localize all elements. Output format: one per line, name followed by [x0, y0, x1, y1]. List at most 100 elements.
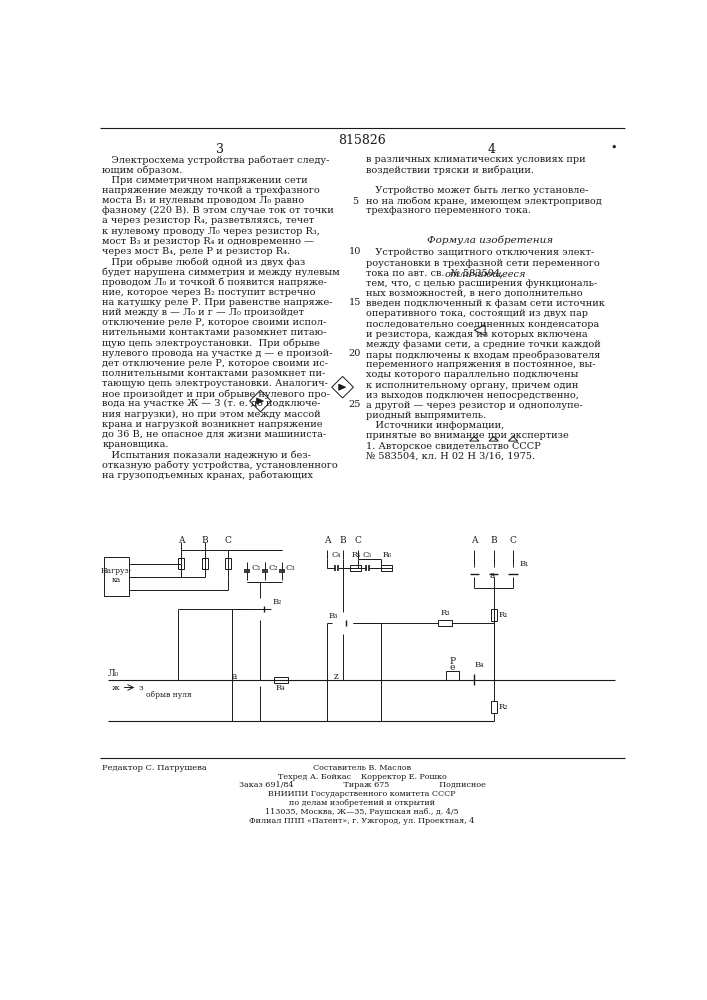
Text: по делам изобретений и открытий: по делам изобретений и открытий — [289, 799, 435, 807]
Text: В₂: В₂ — [273, 598, 282, 606]
Text: При симметричном напряжении сети: При симметричном напряжении сети — [103, 176, 308, 185]
Bar — [225, 558, 231, 569]
Text: отключение реле Р, которое своими испол-: отключение реле Р, которое своими испол- — [103, 318, 327, 327]
Text: C: C — [510, 536, 517, 545]
Text: но на любом кране, имеющем электропривод: но на любом кране, имеющем электропривод — [366, 196, 602, 206]
Text: В₃: В₃ — [329, 612, 338, 620]
Text: оперативного тока, состоящий из двух пар: оперативного тока, состоящий из двух пар — [366, 309, 588, 318]
Text: роустановки в трехфазной сети переменного: роустановки в трехфазной сети переменног… — [366, 259, 600, 268]
Text: Испытания показали надежную и без-: Испытания показали надежную и без- — [103, 450, 311, 460]
Text: последовательно соединенных конденсатора: последовательно соединенных конденсатора — [366, 320, 599, 329]
Text: через мост В₄, реле Р и резистор R₄.: через мост В₄, реле Р и резистор R₄. — [103, 247, 291, 256]
Text: фазному (220 В). В этом случае ток от точки: фазному (220 В). В этом случае ток от то… — [103, 206, 334, 215]
Bar — [274, 677, 288, 683]
Text: R₁: R₁ — [498, 611, 508, 619]
Text: Устройство может быть легко установле-: Устройство может быть легко установле- — [366, 186, 588, 195]
Text: •: • — [611, 143, 617, 153]
Text: обрыв нуля: обрыв нуля — [146, 691, 192, 699]
Text: ний между в — Л₀ и г — Л₀ произойдет: ний между в — Л₀ и г — Л₀ произойдет — [103, 308, 304, 317]
Bar — [491, 701, 497, 713]
Polygon shape — [257, 398, 264, 404]
Text: R₅: R₅ — [351, 551, 361, 559]
Text: тем, что, с целью расширения функциональ-: тем, что, с целью расширения функциональ… — [366, 279, 597, 288]
Text: a: a — [232, 672, 237, 681]
Text: ние, которое через В₂ поступит встречно: ние, которое через В₂ поступит встречно — [103, 288, 316, 297]
Text: B: B — [339, 536, 346, 545]
Text: Л₀: Л₀ — [107, 669, 119, 678]
Text: з: з — [139, 684, 144, 692]
Text: Источники информации,: Источники информации, — [366, 421, 504, 430]
Text: к нулевому проводу Л₀ через резистор R₃,: к нулевому проводу Л₀ через резистор R₃, — [103, 227, 320, 236]
Text: напряжение между точкой a трехфазного: напряжение между точкой a трехфазного — [103, 186, 320, 195]
Text: Формула изобретения: Формула изобретения — [427, 235, 553, 245]
Text: тающую цепь электроустановки. Аналогич-: тающую цепь электроустановки. Аналогич- — [103, 379, 328, 388]
Text: 3: 3 — [216, 143, 224, 156]
Text: введен подключенный к фазам сети источник: введен подключенный к фазам сети источни… — [366, 299, 604, 308]
Bar — [438, 620, 452, 626]
Text: C: C — [224, 536, 231, 545]
Text: Заказ 691/84                    Тираж 675                    Подписное: Заказ 691/84 Тираж 675 Подписное — [238, 781, 486, 789]
Text: P: P — [450, 657, 456, 666]
Text: ния нагрузки), но при этом между массой: ния нагрузки), но при этом между массой — [103, 410, 321, 419]
Text: моста В₁ и нулевым проводом Л₀ равно: моста В₁ и нулевым проводом Л₀ равно — [103, 196, 305, 205]
Text: к исполнительному органу, причем один: к исполнительному органу, причем один — [366, 381, 578, 390]
Text: ных возможностей, в него дополнительно: ных возможностей, в него дополнительно — [366, 289, 583, 298]
Text: в различных климатических условиях при: в различных климатических условиях при — [366, 155, 585, 164]
Text: R₄: R₄ — [276, 684, 286, 692]
Text: В₄: В₄ — [475, 661, 484, 669]
Text: до 36 В, не опасное для жизни машиниста-: до 36 В, не опасное для жизни машиниста- — [103, 430, 327, 439]
Text: a через резистор R₄, разветвляясь, течет: a через резистор R₄, разветвляясь, течет — [103, 216, 315, 225]
Text: трехфазного переменного тока.: трехфазного переменного тока. — [366, 206, 531, 215]
Text: № 583504, кл. Н 02 Н 3/16, 1975.: № 583504, кл. Н 02 Н 3/16, 1975. — [366, 452, 535, 461]
Bar — [178, 558, 185, 569]
Bar — [351, 565, 361, 571]
Text: будет нарушена симметрия и между нулевым: будет нарушена симметрия и между нулевым — [103, 267, 340, 277]
Text: C₁: C₁ — [251, 564, 261, 572]
Text: R₆: R₆ — [382, 551, 391, 559]
Text: вода на участке Ж — З (т. е. до подключе-: вода на участке Ж — З (т. е. до подключе… — [103, 399, 321, 408]
Text: 15: 15 — [349, 298, 361, 307]
Text: ж: ж — [112, 684, 119, 692]
Text: 815826: 815826 — [338, 134, 386, 147]
Text: При обрыве любой одной из двух фаз: При обрыве любой одной из двух фаз — [103, 257, 305, 267]
Text: на грузоподъемных кранах, работающих: на грузоподъемных кранах, работающих — [103, 471, 313, 480]
Text: B: B — [491, 536, 497, 545]
Text: В₁: В₁ — [519, 560, 529, 568]
Bar — [491, 609, 497, 621]
Text: 1. Авторское свидетельство СССР: 1. Авторское свидетельство СССР — [366, 442, 541, 451]
Text: 4: 4 — [487, 143, 496, 156]
Text: риодный выпрямитель.: риодный выпрямитель. — [366, 411, 486, 420]
Text: Составитель В. Маслов: Составитель В. Маслов — [313, 764, 411, 772]
Text: переменного напряжения в постоянное, вы-: переменного напряжения в постоянное, вы- — [366, 360, 595, 369]
Text: нительными контактами разомкнет питаю-: нительными контактами разомкнет питаю- — [103, 328, 327, 337]
Text: 20: 20 — [349, 349, 361, 358]
Text: ВНИИПИ Государственного комитета СССР: ВНИИПИ Государственного комитета СССР — [268, 790, 456, 798]
Text: A: A — [178, 536, 185, 545]
Text: ное произойдет и при обрыве нулевого про-: ное произойдет и при обрыве нулевого про… — [103, 389, 330, 399]
Text: z: z — [334, 672, 339, 681]
Text: a: a — [489, 571, 495, 580]
Text: ющим образом.: ющим образом. — [103, 166, 182, 175]
Text: и резистора, каждая из которых включена: и резистора, каждая из которых включена — [366, 330, 588, 339]
Text: а другой — через резистор и однополупе-: а другой — через резистор и однополупе- — [366, 401, 583, 410]
Text: тока по авт. св.  № 583504,: тока по авт. св. № 583504, — [366, 269, 506, 278]
Text: Электросхема устройства работает следу-: Электросхема устройства работает следу- — [103, 155, 329, 165]
Text: 113035, Москва, Ж—35, Раушская наб., д. 4/5: 113035, Москва, Ж—35, Раушская наб., д. … — [265, 808, 459, 816]
Text: B: B — [201, 536, 208, 545]
Text: принятые во внимание при экспертизе: принятые во внимание при экспертизе — [366, 431, 568, 440]
Text: проводом Л₀ и точкой б появится напряже-: проводом Л₀ и точкой б появится напряже- — [103, 277, 327, 287]
Text: A: A — [471, 536, 477, 545]
Text: отличающееся: отличающееся — [445, 269, 526, 278]
Text: нулевого провода на участке д — е произой-: нулевого провода на участке д — е произо… — [103, 349, 333, 358]
Text: воздействии тряски и вибрации.: воздействии тряски и вибрации. — [366, 166, 534, 175]
Text: C₃: C₃ — [286, 564, 296, 572]
Text: R₃: R₃ — [440, 609, 450, 617]
Text: A: A — [324, 536, 330, 545]
Text: R₂: R₂ — [498, 703, 508, 711]
Bar — [446, 671, 459, 680]
Text: щую цепь электроустановки.  При обрыве: щую цепь электроустановки. При обрыве — [103, 338, 320, 348]
Text: 25: 25 — [349, 400, 361, 409]
Text: 5: 5 — [352, 197, 358, 206]
Text: дет отключение реле Р, которое своими ис-: дет отключение реле Р, которое своими ис… — [103, 359, 328, 368]
Text: на катушку реле Р. При равенстве напряже-: на катушку реле Р. При равенстве напряже… — [103, 298, 333, 307]
